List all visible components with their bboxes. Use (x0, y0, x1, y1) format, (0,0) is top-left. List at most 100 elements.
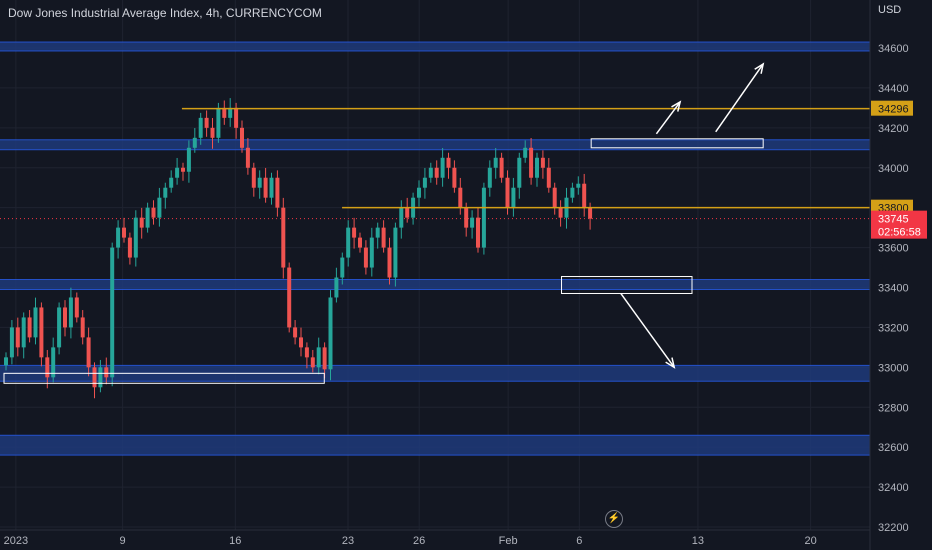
candle-body (352, 227, 357, 238)
candle-body (133, 217, 138, 258)
candle-body (245, 147, 250, 168)
candle-body (487, 167, 492, 188)
candle-body (263, 177, 268, 198)
candle-body (293, 327, 298, 338)
candle-body (481, 187, 486, 248)
candle-body (540, 157, 545, 168)
x-tick-label: 2023 (4, 535, 28, 547)
candle-body (33, 307, 38, 338)
candle-body (505, 177, 510, 208)
candle-body (434, 167, 439, 178)
candle-body (558, 207, 563, 218)
candle-body (546, 167, 551, 188)
candle-body (393, 227, 398, 278)
candle-body (45, 357, 50, 378)
candle-body (588, 207, 593, 219)
candle-body (428, 167, 433, 178)
candle-body (493, 157, 498, 168)
candle-body (251, 167, 256, 188)
y-tick-label: 32800 (878, 402, 909, 414)
candle-body (240, 127, 244, 148)
arrow-line (620, 293, 675, 368)
candle-body (322, 347, 327, 370)
x-tick-label: 6 (576, 535, 582, 547)
y-tick-label: 33600 (878, 243, 909, 255)
candle-body (98, 367, 103, 388)
candle-body (363, 247, 368, 268)
arrow-head (754, 62, 765, 74)
candle-body (228, 107, 233, 118)
candle-body (257, 177, 262, 188)
candle-body (51, 347, 56, 378)
drawn-rectangle (590, 138, 764, 149)
arrow-line (715, 63, 764, 133)
support-resistance-zone (0, 279, 870, 290)
candle-body (375, 227, 380, 238)
candle-body (499, 157, 504, 178)
price-level-badge (871, 100, 913, 116)
last-price-badge (871, 210, 927, 239)
arrow-head (671, 100, 682, 112)
candle-body (535, 157, 539, 178)
candle-body (192, 137, 197, 148)
drawn-rectangle (561, 276, 693, 294)
candle-body (181, 167, 185, 172)
candle-body (346, 227, 351, 258)
candle-body (116, 227, 121, 248)
chart-title: Dow Jones Industrial Average Index, 4h, … (8, 6, 322, 20)
candle-body (63, 307, 67, 328)
candle-body (464, 207, 469, 228)
candle-body (523, 147, 528, 158)
y-tick-label: 33400 (878, 283, 909, 295)
lightning-icon[interactable]: ⚡ (605, 510, 623, 528)
y-tick-label: 32600 (878, 442, 909, 454)
candle-body (15, 327, 20, 348)
candle-body (422, 177, 427, 188)
candle-body (169, 177, 174, 188)
x-tick-label: 26 (413, 535, 425, 547)
y-tick-label: 33200 (878, 322, 909, 334)
candle-body (369, 237, 374, 268)
x-tick-label: 20 (804, 535, 816, 547)
candle-body (552, 187, 557, 208)
candle-body (204, 117, 209, 128)
candle-body (446, 157, 451, 168)
x-tick-label: 23 (342, 535, 354, 547)
candle-body (517, 157, 522, 188)
candle-body (210, 127, 215, 138)
candle-body (86, 337, 91, 368)
candle-body (151, 207, 156, 218)
candle-body (186, 147, 191, 172)
candle-body (570, 187, 575, 198)
candle-body (582, 183, 587, 208)
candle-body (157, 197, 162, 218)
candle-body (511, 187, 516, 208)
candle-body (381, 227, 386, 248)
candle-body (216, 107, 221, 138)
candle-body (222, 107, 227, 118)
candle-body (417, 187, 421, 198)
currency-label: USD (878, 4, 902, 16)
candle-body (9, 327, 14, 358)
candle-body (80, 317, 85, 338)
y-tick-label: 33000 (878, 362, 909, 374)
y-tick-label: 34000 (878, 163, 909, 175)
support-resistance-zone (0, 139, 870, 150)
candle-body (57, 307, 62, 348)
y-tick-label: 34600 (878, 43, 909, 55)
drawn-rectangle (3, 372, 325, 384)
x-tick-label: 9 (120, 535, 126, 547)
candle-body (340, 257, 345, 278)
candle-body (175, 167, 180, 178)
candle-body (304, 347, 309, 358)
candle-body (399, 207, 404, 228)
candle-body (269, 177, 274, 198)
support-resistance-zone (0, 42, 870, 51)
arrow-head (665, 357, 676, 369)
candle-body (127, 237, 132, 258)
candle-body (281, 207, 286, 268)
y-tick-label: 34200 (878, 123, 909, 135)
candle-body (275, 177, 280, 208)
x-tick-label: Feb (499, 535, 518, 547)
